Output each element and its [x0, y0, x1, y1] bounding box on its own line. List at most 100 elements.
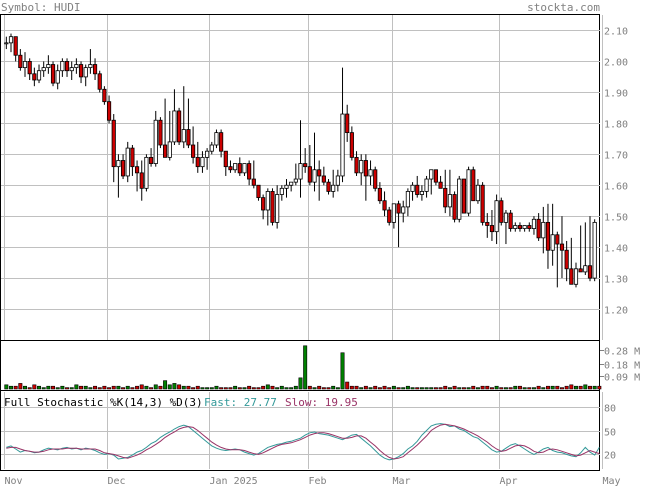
candle-down [195, 156, 200, 168]
volume-bar [415, 387, 420, 390]
candle-down [415, 184, 420, 195]
candle-up [457, 178, 462, 220]
volume-bar [265, 384, 270, 390]
volume-bar [177, 384, 182, 390]
candle-down [307, 166, 312, 183]
candlestick-series [4, 33, 597, 288]
price-tick-label: 2.10 [604, 27, 628, 38]
candle-up [359, 160, 364, 174]
candle-down [228, 166, 233, 171]
volume-bar [102, 385, 107, 390]
volume-bar [195, 385, 200, 390]
volume-bar [298, 377, 303, 390]
candle-down [349, 132, 354, 158]
candle-down [438, 181, 443, 189]
volume-bar [331, 385, 336, 390]
volume-bar [513, 385, 518, 390]
volume-bar [368, 387, 373, 390]
volume-bar [69, 387, 74, 390]
volume-bar [242, 387, 247, 390]
volume-bar [447, 387, 452, 390]
volume-bar [536, 385, 541, 390]
volume-bar [41, 387, 46, 390]
candle-down [489, 225, 495, 233]
candle-down [587, 265, 593, 279]
candle-up [312, 169, 317, 183]
candle-down [92, 64, 98, 75]
price-tick-label: 1.80 [604, 120, 628, 131]
candle-down [564, 249, 569, 270]
candle-down [373, 169, 378, 189]
volume-bar [345, 381, 350, 390]
volume-bar [144, 385, 149, 390]
volume-bar [531, 387, 536, 390]
candle-down [270, 191, 275, 223]
volume-bar [452, 385, 457, 390]
candle-up [279, 187, 284, 195]
volume-bar [107, 387, 112, 390]
volume-tick-label: 0.09 M [604, 373, 640, 384]
candle-down [363, 160, 368, 177]
candle-down [508, 212, 513, 229]
volume-bar [219, 387, 224, 390]
price-tick-label: 2.00 [604, 58, 628, 69]
volume-bar [167, 384, 172, 390]
volume-bar [326, 387, 331, 390]
candle-down [158, 119, 163, 146]
x-tick-label: May [603, 476, 621, 486]
volume-bar [508, 387, 513, 390]
candle-up [335, 175, 340, 186]
volume-bar [279, 385, 284, 390]
volume-bar [588, 385, 592, 390]
candle-up [494, 200, 499, 233]
site-watermark: stockta.com [527, 1, 600, 14]
candle-down [27, 61, 32, 75]
volume-bar [349, 385, 354, 390]
candle-down [149, 156, 154, 164]
candle-down [433, 169, 438, 183]
volume-bar [139, 384, 144, 390]
volume-bar [466, 387, 471, 390]
candle-down [326, 181, 331, 192]
candle-down [191, 144, 196, 158]
volume-bar [121, 387, 126, 390]
candle-down [377, 187, 382, 202]
volume-bar [429, 387, 434, 390]
candle-up [41, 67, 46, 72]
volume-bar [559, 387, 564, 390]
candle-down [223, 150, 228, 168]
candle-up [592, 221, 597, 279]
volume-bar [317, 385, 322, 390]
volume-bar [270, 385, 275, 390]
volume-bar [186, 385, 191, 390]
candle-down [345, 113, 350, 134]
volume-bar [32, 384, 37, 390]
volume-bar [74, 384, 79, 390]
candle-up [36, 70, 42, 81]
volume-bar [79, 385, 84, 390]
candle-down [527, 225, 532, 229]
candle-up [172, 110, 177, 143]
stochastic-fast-label: Fast: 27.77 [204, 396, 277, 409]
volume-bar [564, 385, 569, 390]
candle-down [106, 101, 112, 121]
volume-bar [335, 387, 340, 390]
volume-bar [97, 387, 102, 390]
volume-bar [475, 387, 480, 390]
volume-bar [181, 385, 186, 390]
candle-up [8, 36, 14, 44]
volume-bar [419, 387, 424, 390]
volume-bar [256, 387, 261, 390]
volume-bar [51, 385, 56, 390]
volume-bar [363, 385, 368, 390]
candle-down [78, 64, 84, 78]
candle-down [237, 163, 242, 174]
stochastic-slow-line [6, 423, 600, 460]
volume-bar [373, 385, 378, 390]
candle-down [480, 184, 485, 223]
price-tick-label: 1.20 [604, 306, 628, 317]
volume-bar [597, 385, 602, 390]
candle-up [466, 169, 471, 214]
candle-up [391, 203, 396, 223]
candle-up [69, 67, 74, 72]
